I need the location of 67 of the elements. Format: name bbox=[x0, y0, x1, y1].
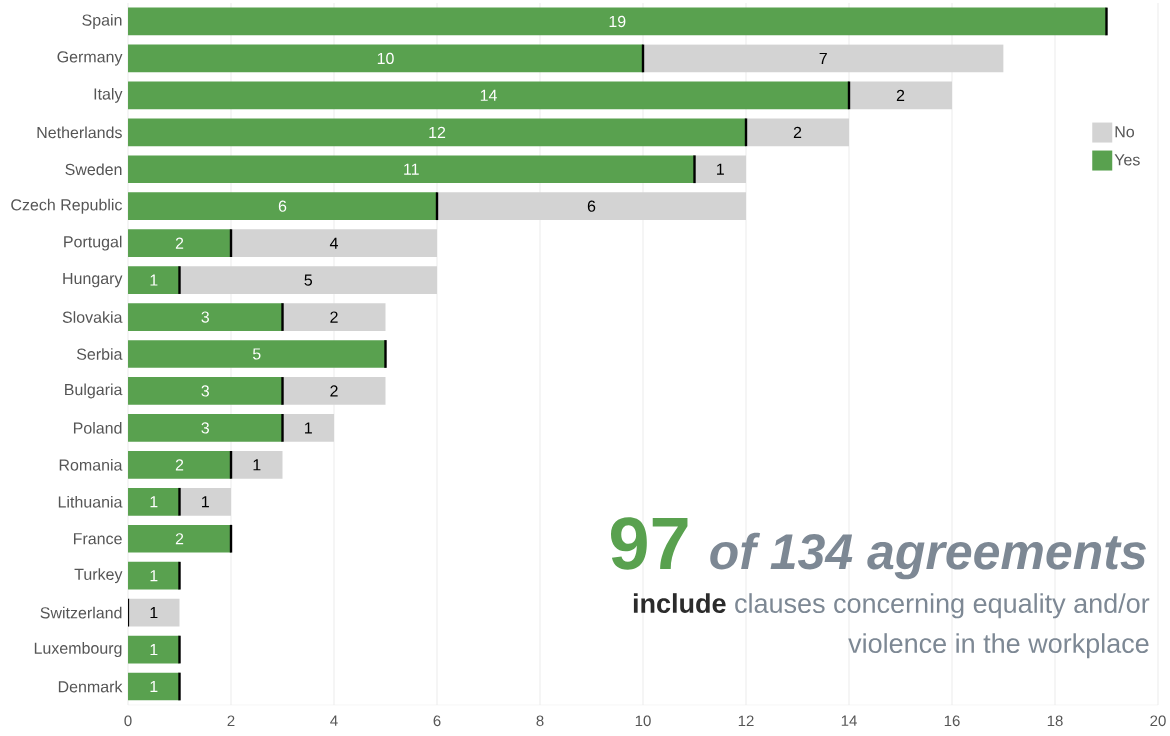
data-label: 1 bbox=[150, 570, 158, 582]
data-label: 3 bbox=[201, 422, 209, 434]
data-label: 1 bbox=[150, 681, 158, 693]
data-label: 2 bbox=[896, 89, 905, 101]
x-tick-label: 8 bbox=[536, 715, 544, 727]
data-label: 1 bbox=[202, 496, 209, 508]
y-tick-label: Turkey bbox=[74, 568, 123, 584]
data-label: 1 bbox=[150, 644, 158, 656]
x-tick-label: 6 bbox=[433, 715, 441, 727]
y-tick-label: Czech Republic bbox=[11, 198, 123, 214]
data-label: 7 bbox=[819, 52, 827, 64]
data-label: 1 bbox=[253, 459, 261, 471]
y-tick-label: Serbia bbox=[76, 348, 123, 360]
data-label: 5 bbox=[304, 274, 313, 286]
data-label: 11 bbox=[404, 163, 419, 175]
data-label: 10 bbox=[377, 52, 394, 65]
y-tick-label: Bulgaria bbox=[65, 383, 123, 399]
x-tick-label: 2 bbox=[227, 715, 235, 726]
y-tick-label: Slovakia bbox=[62, 311, 123, 323]
annotation: include bbox=[633, 593, 726, 614]
y-tick-label: Romania bbox=[59, 458, 123, 471]
data-label: 4 bbox=[329, 237, 338, 249]
y-tick-label: Germany bbox=[57, 51, 123, 66]
data-label: 1 bbox=[305, 422, 312, 434]
x-tick-label: 14 bbox=[841, 715, 857, 726]
legend-label: Yes bbox=[1114, 154, 1140, 166]
data-label: 2 bbox=[175, 459, 184, 471]
data-label: 1 bbox=[150, 607, 158, 619]
data-label: 19 bbox=[609, 15, 626, 28]
x-tick-label: 20 bbox=[1150, 715, 1166, 727]
data-label: 2 bbox=[330, 311, 338, 323]
x-tick-label: 10 bbox=[635, 715, 651, 727]
data-label: 3 bbox=[201, 385, 209, 397]
data-label: 2 bbox=[793, 126, 802, 138]
data-label: 2 bbox=[175, 237, 184, 249]
y-tick-label: Spain bbox=[82, 14, 122, 29]
y-tick-label: Italy bbox=[94, 87, 123, 103]
y-tick-label: Denmark bbox=[58, 680, 123, 693]
x-tick-label: 4 bbox=[330, 715, 338, 726]
data-label: 3 bbox=[201, 311, 209, 323]
legend-label: No bbox=[1115, 126, 1135, 138]
x-tick-label: 16 bbox=[944, 715, 960, 727]
x-tick-label: 18 bbox=[1047, 715, 1063, 727]
y-tick-label: Poland bbox=[73, 422, 122, 434]
x-tick-label: 0 bbox=[124, 715, 132, 727]
y-tick-label: Portugal bbox=[64, 235, 122, 251]
annotation: clauses concerning equality and/or violence in the workplace bbox=[735, 593, 1150, 659]
y-tick-label: Netherlands bbox=[37, 126, 122, 139]
y-tick-label: Luxembourg bbox=[34, 642, 122, 658]
data-label: 5 bbox=[252, 348, 261, 360]
data-label: 1 bbox=[717, 163, 724, 175]
y-tick-label: Sweden bbox=[65, 163, 122, 176]
annotation: 97 bbox=[610, 517, 688, 570]
x-tick-label: 12 bbox=[738, 715, 754, 726]
y-tick-label: France bbox=[74, 533, 122, 545]
data-label: 2 bbox=[330, 385, 338, 397]
data-label: 6 bbox=[587, 200, 596, 212]
data-label: 14 bbox=[480, 89, 497, 101]
data-label: 2 bbox=[175, 533, 184, 545]
y-tick-label: Lithuania bbox=[58, 495, 123, 508]
data-label: 1 bbox=[150, 496, 158, 508]
annotation: of 134 agreements bbox=[710, 532, 1147, 580]
data-label: 12 bbox=[429, 126, 446, 138]
data-label: 1 bbox=[150, 274, 158, 286]
y-tick-label: Switzerland bbox=[40, 606, 122, 619]
data-label: 6 bbox=[278, 200, 287, 212]
y-tick-label: Hungary bbox=[63, 272, 123, 288]
